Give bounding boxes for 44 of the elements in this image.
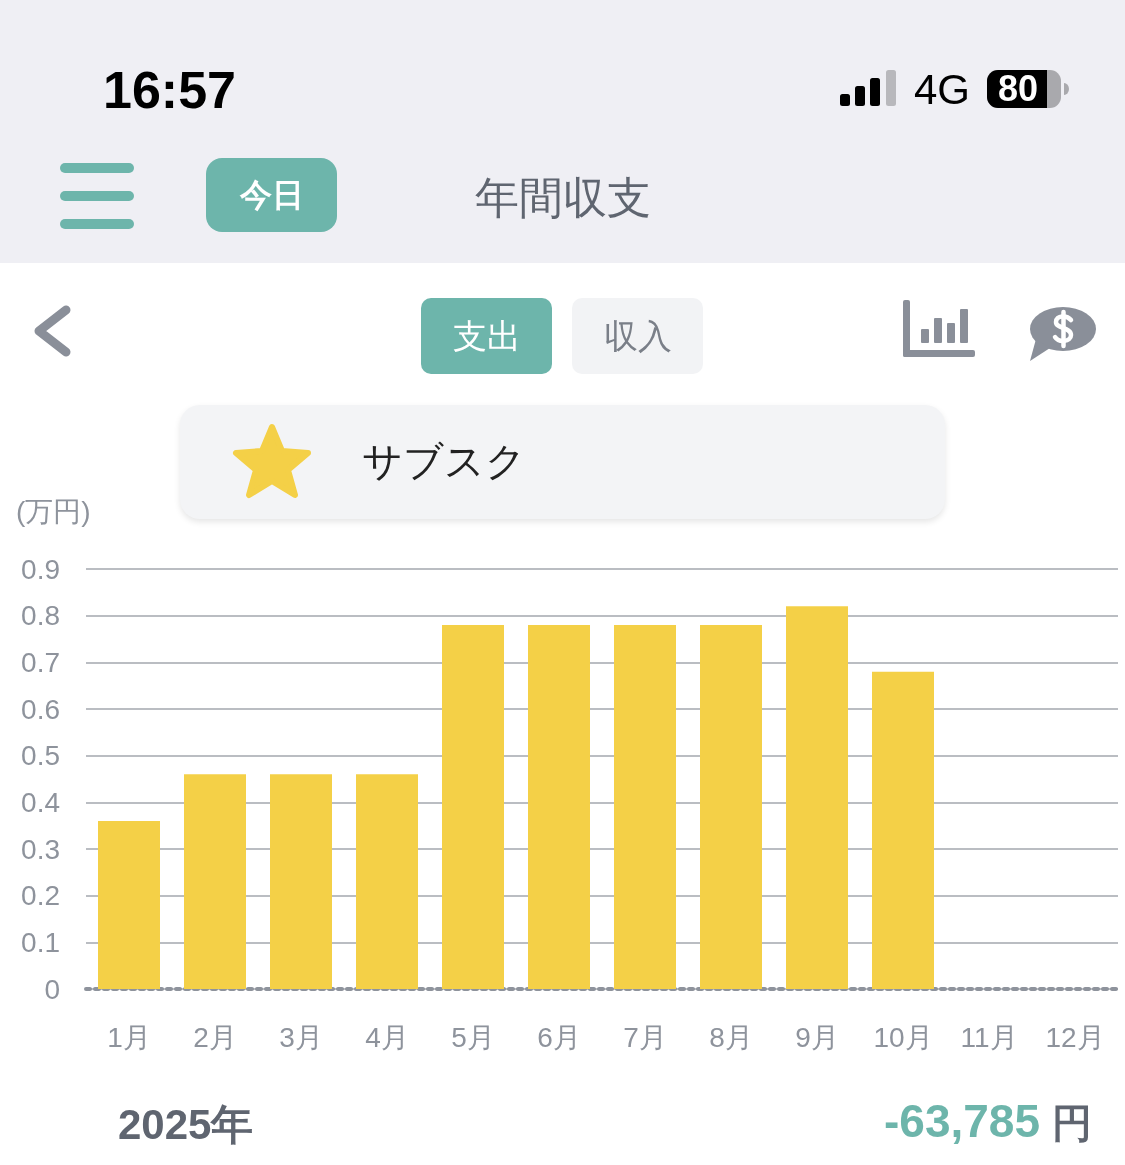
y-tick-label: 0.9	[21, 553, 60, 585]
text: 2025年	[118, 1100, 254, 1150]
y-axis-title: (万円)	[16, 495, 91, 529]
x-tick-label: 10月	[873, 1021, 933, 1053]
bar	[700, 625, 762, 989]
bar	[270, 774, 332, 989]
text: 16:57	[103, 61, 236, 119]
x-tick-label: 9月	[795, 1021, 839, 1053]
y-tick-label: 0.3	[21, 833, 60, 865]
bar	[614, 625, 676, 989]
x-tick-label: 8月	[709, 1021, 753, 1053]
expense-tab: 支出	[421, 298, 552, 374]
y-tick-label: 0.1	[21, 926, 60, 958]
chart-title: 年間収支	[474, 173, 651, 222]
x-tick-label: 2月	[193, 1021, 237, 1053]
text: 4G	[914, 66, 971, 114]
bar	[442, 625, 504, 989]
y-tick-label: 0.5	[21, 740, 60, 772]
bar	[98, 821, 160, 989]
bar	[184, 774, 246, 989]
bar	[786, 606, 848, 989]
x-tick-label: 1月	[107, 1021, 151, 1053]
x-tick-label: 12月	[1045, 1021, 1105, 1053]
bar	[528, 625, 590, 989]
bar	[872, 671, 934, 989]
x-tick-label: 5月	[451, 1021, 495, 1053]
y-tick-label: 0	[44, 973, 60, 1005]
x-tick-label: 7月	[623, 1021, 667, 1053]
text: 80	[987, 67, 1049, 111]
x-tick-label: 11月	[960, 1021, 1018, 1053]
y-tick-label: 0.4	[21, 786, 60, 818]
y-tick-label: 0.2	[21, 880, 60, 912]
chart-subtitle: サブスク	[362, 438, 526, 485]
text: 円	[1052, 1100, 1092, 1147]
y-tick-label: 0.7	[21, 646, 60, 678]
bar	[356, 774, 418, 989]
text: -63,785	[883, 1094, 1040, 1148]
y-tick-label: 0.6	[21, 693, 60, 725]
today-button: 今日	[206, 158, 337, 232]
x-tick-label: 3月	[279, 1021, 323, 1053]
y-tick-label: 0.8	[21, 600, 60, 632]
income-tab: 収入	[572, 298, 703, 374]
x-tick-label: 6月	[537, 1021, 581, 1053]
x-tick-label: 4月	[365, 1021, 409, 1053]
